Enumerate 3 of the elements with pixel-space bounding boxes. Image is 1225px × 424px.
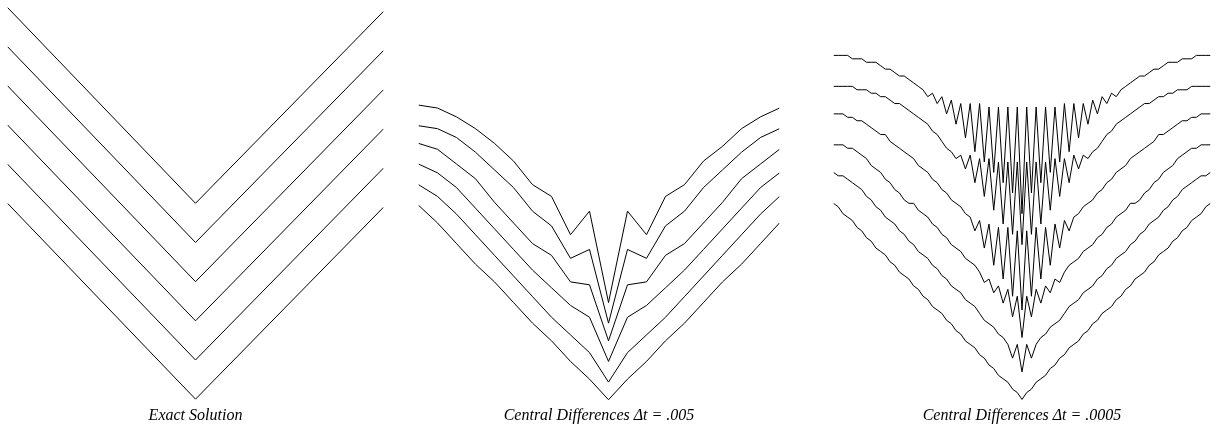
text: Central Differences Δt = .0005: [922, 405, 1122, 424]
text: Exact Solution: [147, 405, 243, 423]
text: Central Differences Δt = .005: [503, 405, 695, 424]
